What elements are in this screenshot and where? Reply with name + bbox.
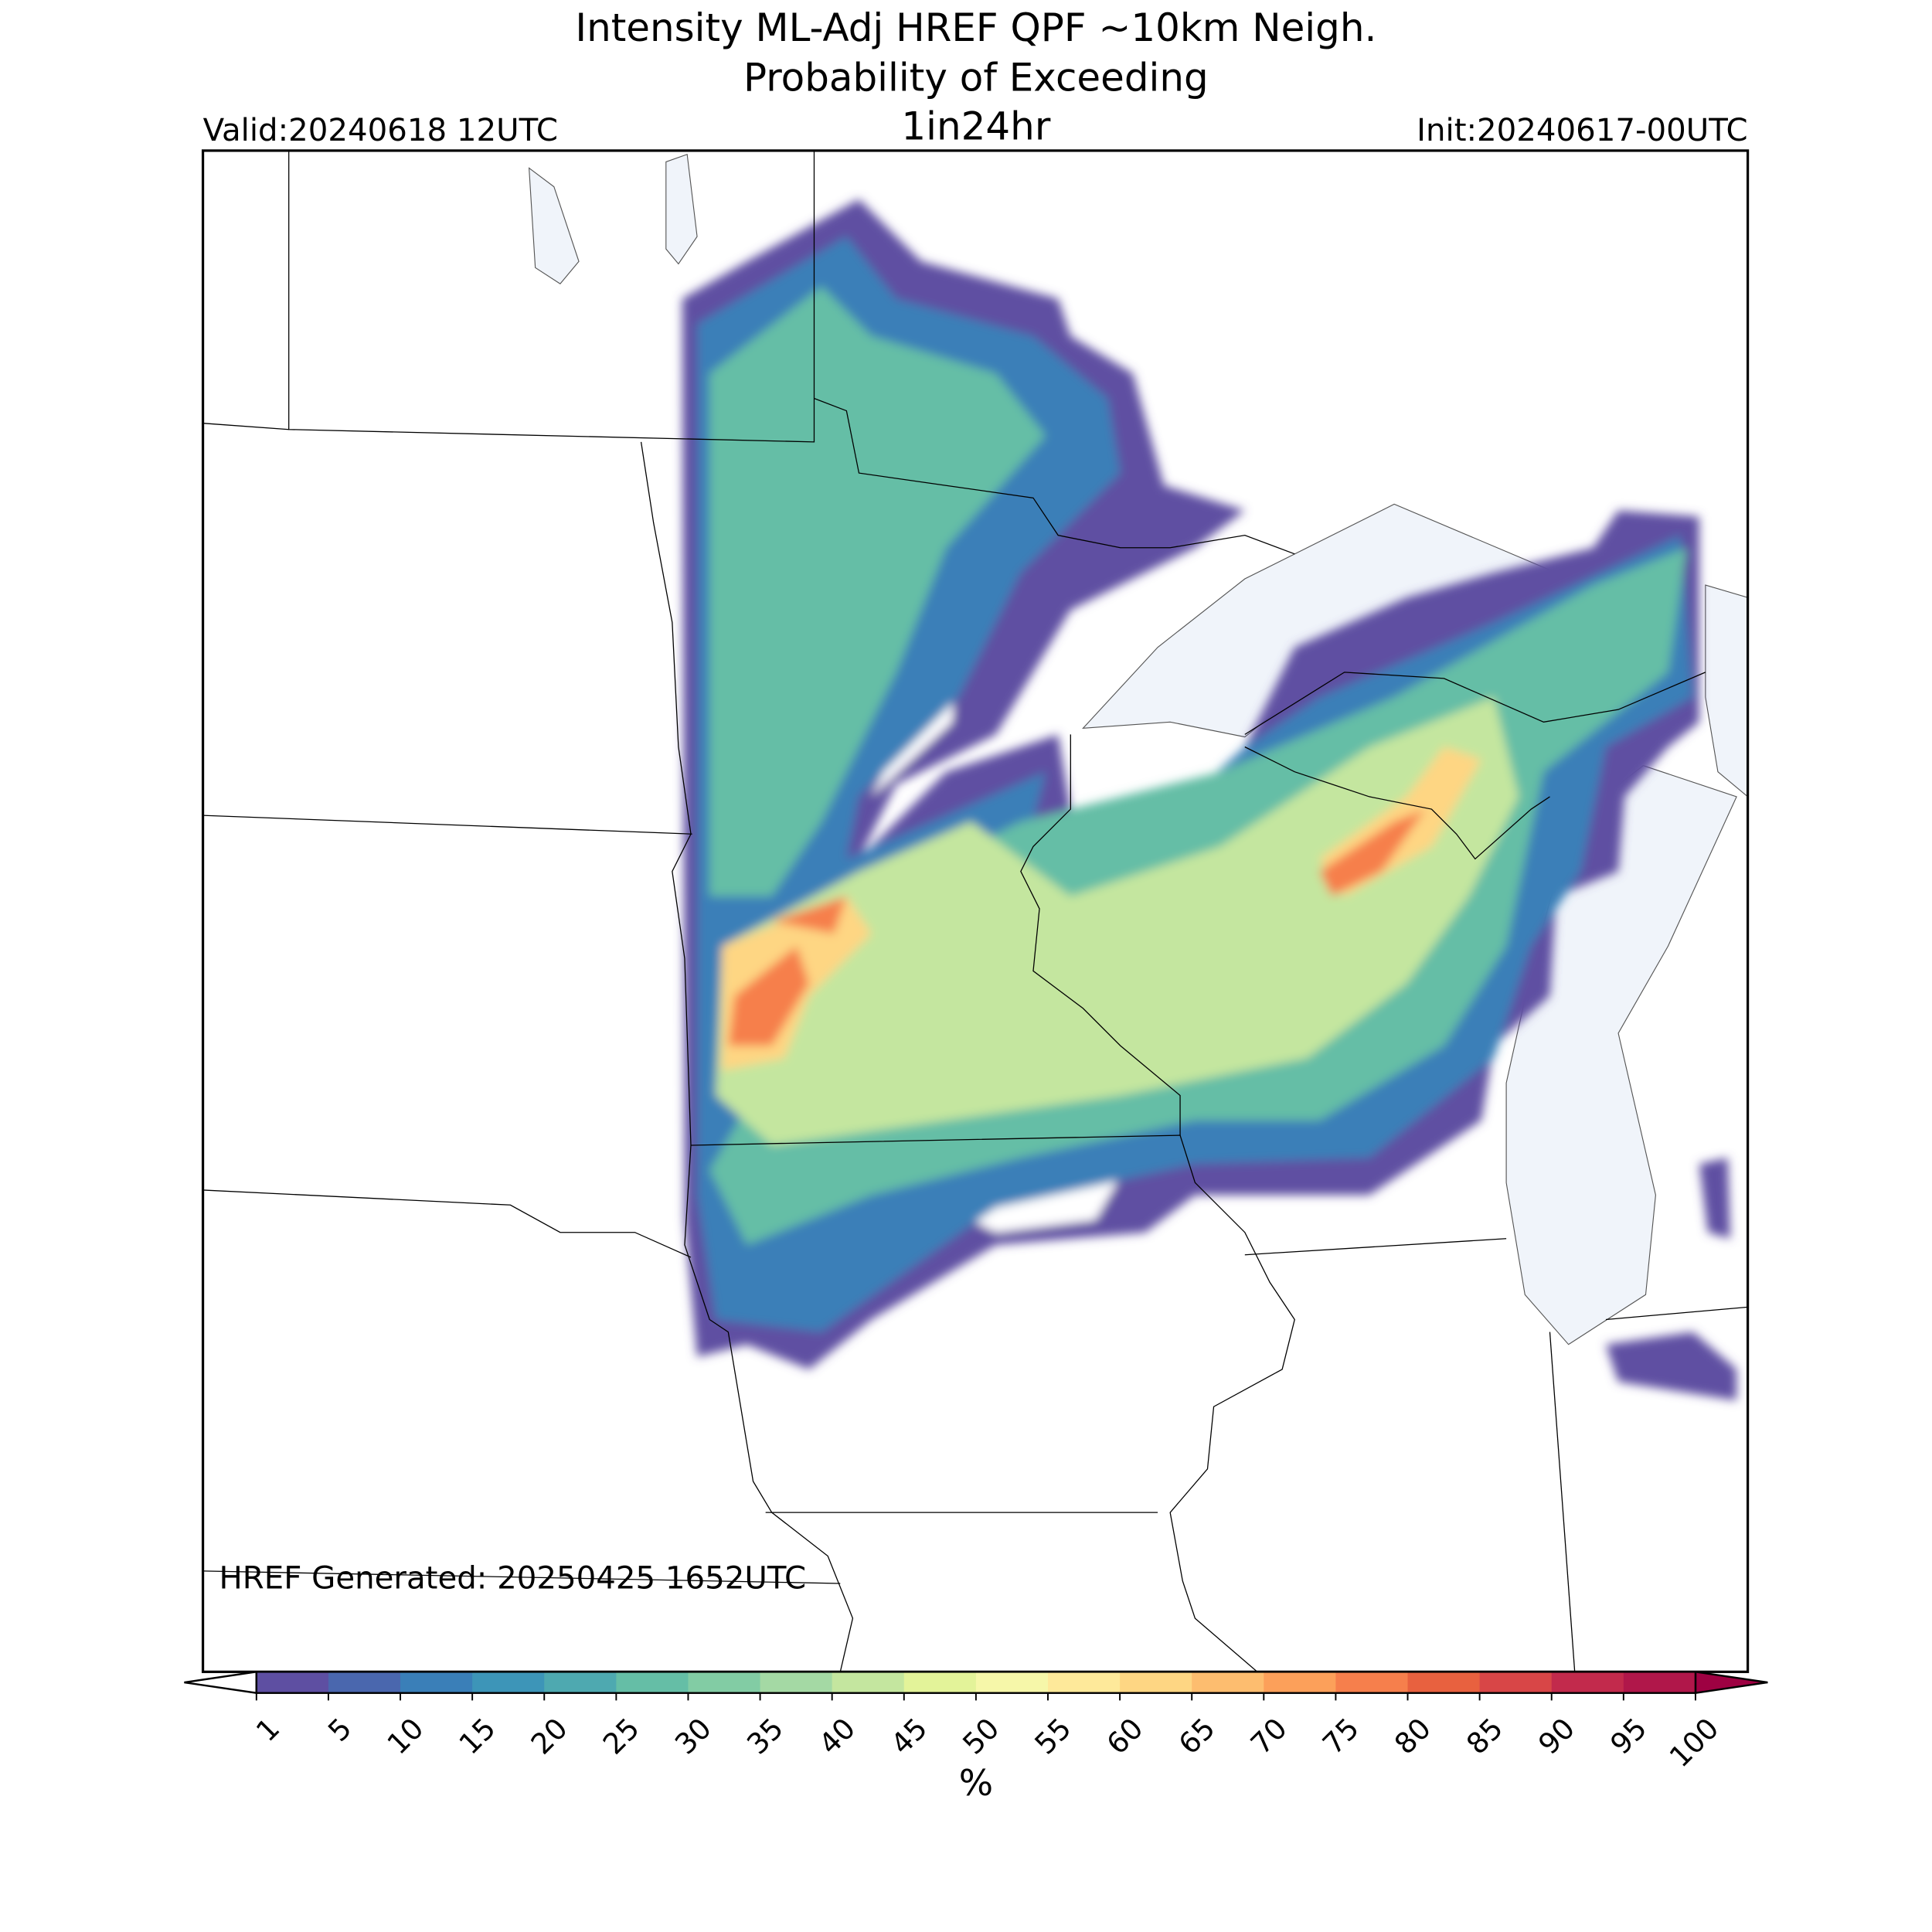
title: Intensity ML-Adj HREF QPF ~10km Neigh. [575,5,1376,50]
colorbar-segment [975,1672,1049,1693]
precip-field [682,199,1737,1401]
generated-note: HREF Generated: 20250425 1652UTC [219,1560,807,1596]
colorbar-segment [832,1672,905,1693]
colorbar-segment [1120,1672,1193,1693]
subtitle: Probability of Exceeding [743,56,1209,100]
colorbar-segment [1192,1672,1265,1693]
colorbar-segment [1335,1672,1409,1693]
colorbar-segment [1479,1672,1553,1693]
colorbar-segment [1407,1672,1481,1693]
colorbar-segment [544,1672,617,1693]
colorbar-segment [472,1672,546,1693]
colorbar-segment [1551,1672,1624,1693]
colorbar-segment [616,1672,689,1693]
map [202,150,1748,1672]
colorbar-segment [1047,1672,1121,1693]
colorbar-segment [688,1672,761,1693]
colorbar-segment [1264,1672,1337,1693]
colorbar-segment [400,1672,473,1693]
colorbar-segment [328,1672,401,1693]
colorbar-segment [903,1672,977,1693]
colorbar-label: % [959,1763,993,1804]
borders [202,150,1748,1672]
colorbar-segment [1623,1672,1696,1693]
colorbar-segment [256,1672,329,1693]
valid-time: Valid:20240618 12UTC [203,113,558,148]
init-time: Init:20240617-00UTC [1417,113,1747,148]
threshold: 1in24hr [901,104,1050,148]
colorbar-segment [760,1672,833,1693]
